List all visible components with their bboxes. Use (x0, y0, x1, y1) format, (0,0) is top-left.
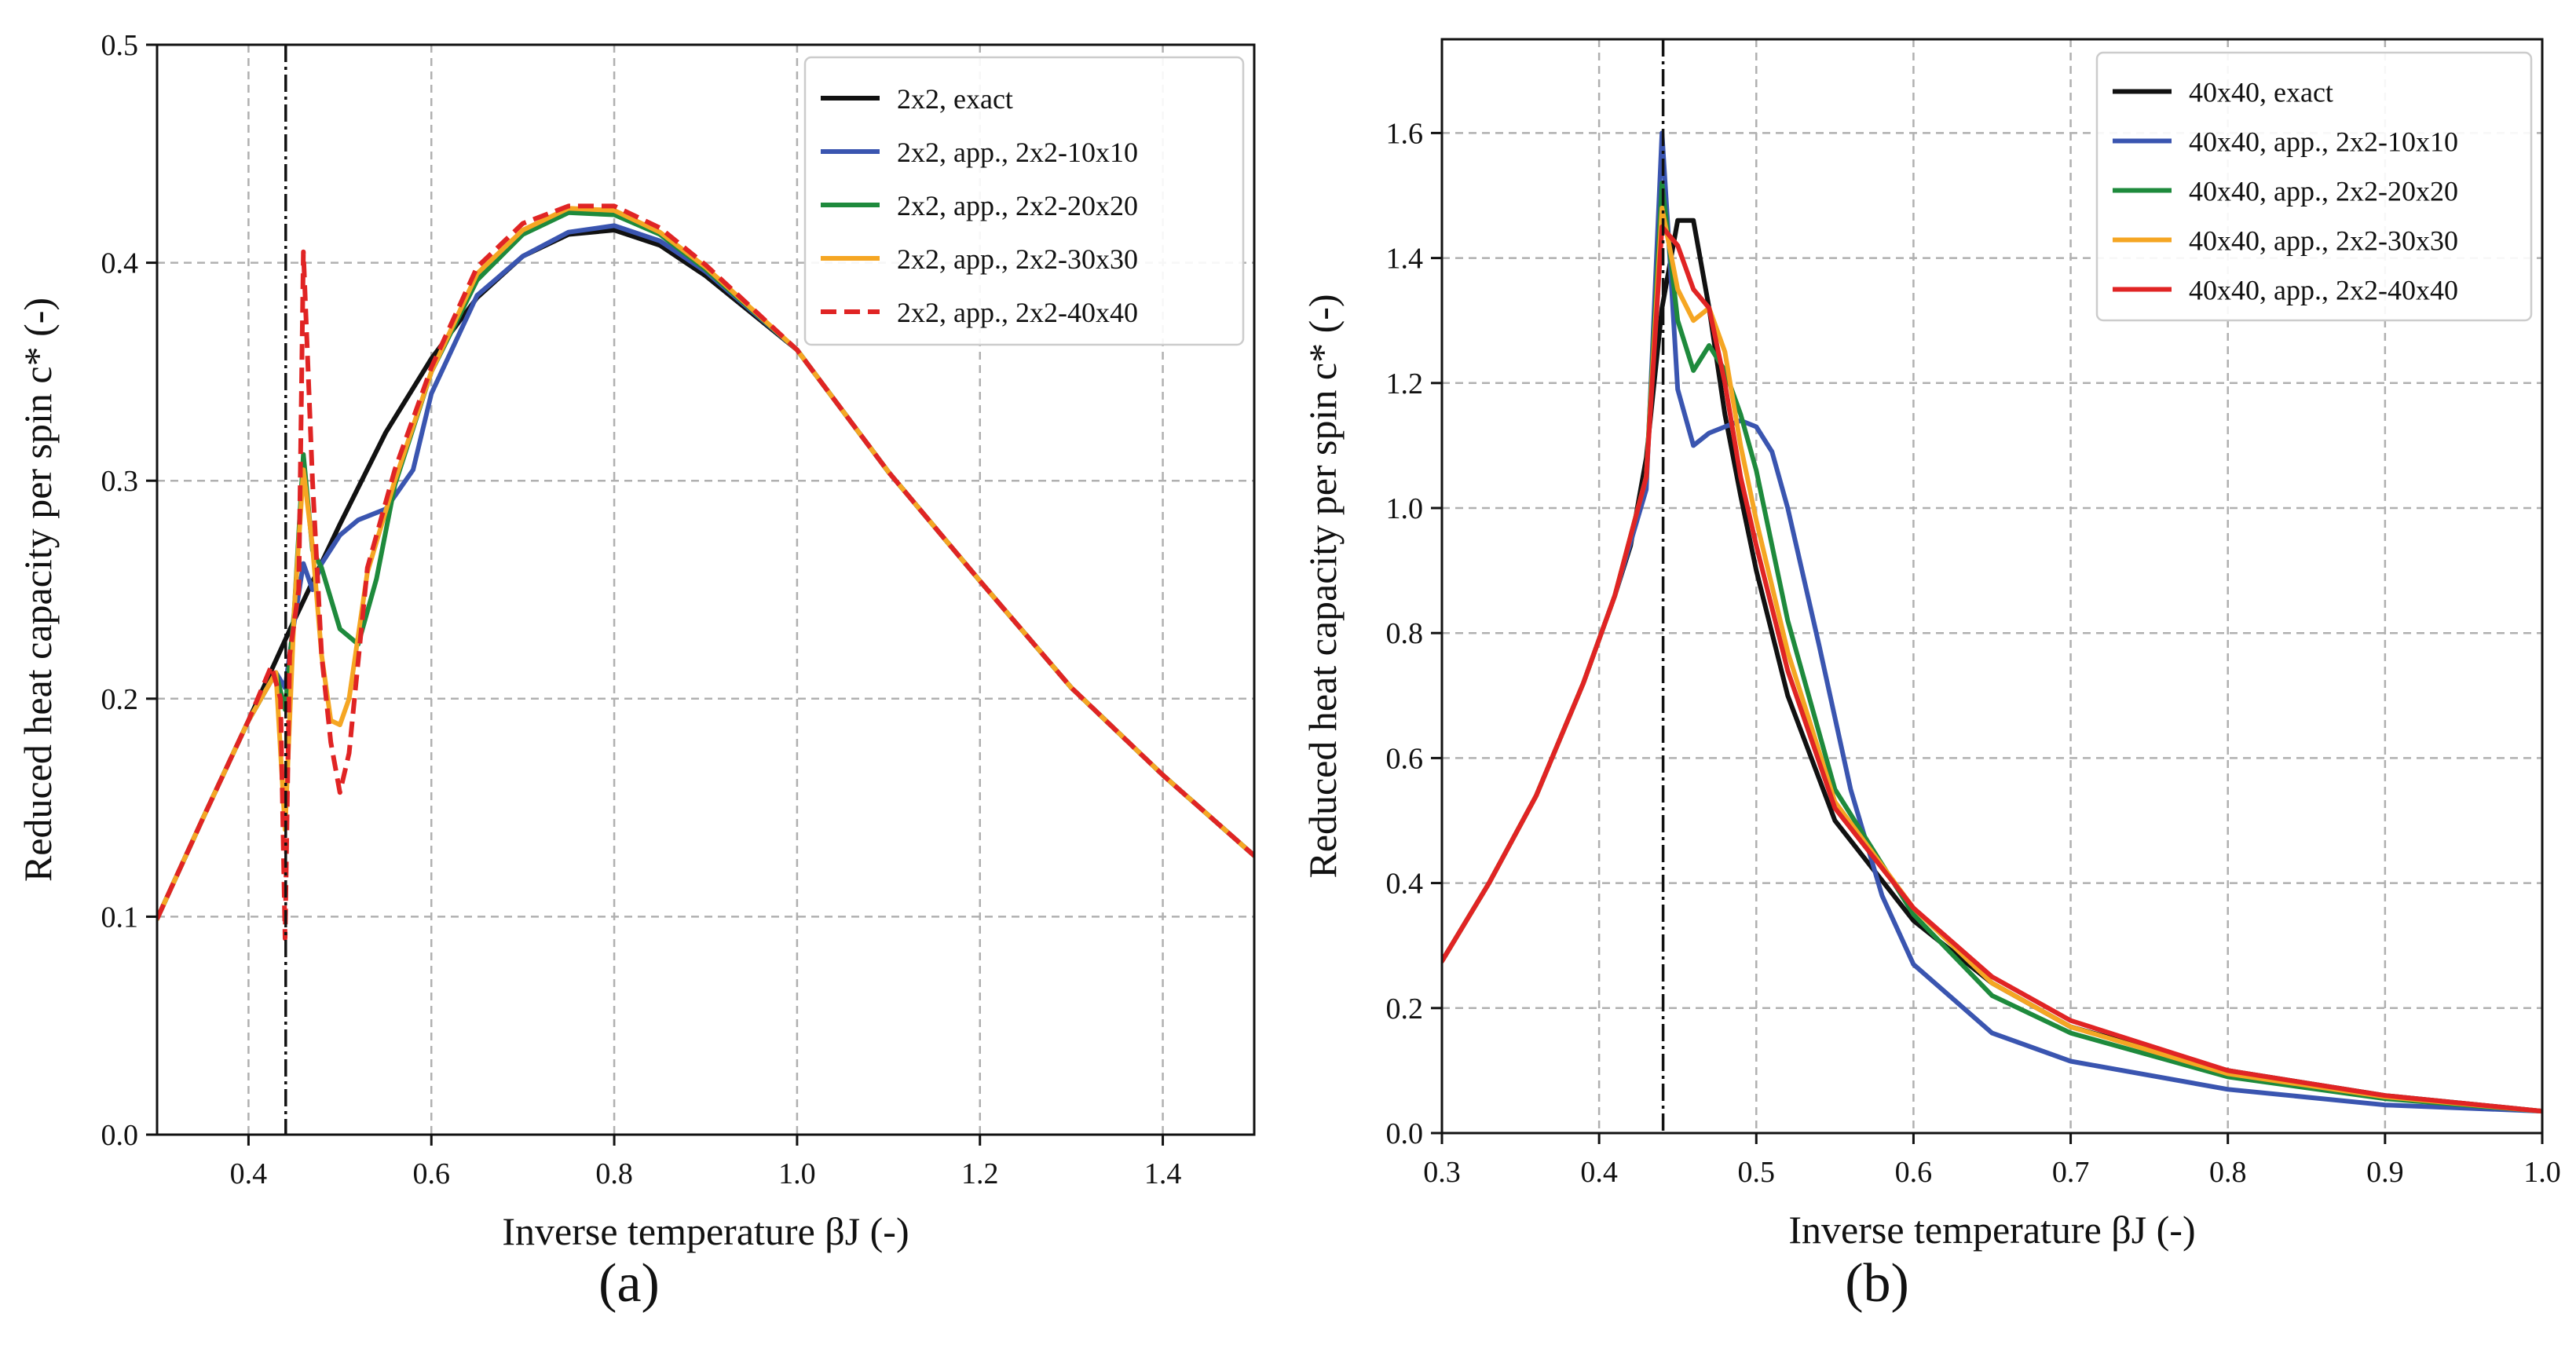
legend-entry-1: 2x2, exact (897, 83, 1013, 115)
x-tick-label: 1.0 (778, 1157, 816, 1190)
plot-frame (1440, 38, 2544, 1135)
x-axis-label: Inverse temperature βJ (-) (1788, 1208, 2195, 1252)
x-axis-label: Inverse temperature βJ (-) (502, 1209, 909, 1253)
legend-entry-2: 40x40, app., 2x2-10x10 (2189, 126, 2458, 158)
legend: 40x40, exact 40x40, app., 2x2-10x10 40x40,… (2095, 51, 2533, 322)
legend-entry-5: 40x40, app., 2x2-40x40 (2189, 275, 2458, 306)
legend-entry-4: 2x2, app., 2x2-30x30 (897, 243, 1138, 275)
legend-box (803, 56, 1245, 346)
y-tick-label: 0.4 (1386, 868, 1424, 901)
y-tick-label: 0.1 (101, 901, 139, 934)
y-tick-label: 0.4 (101, 247, 139, 280)
legend-box (2095, 51, 2533, 322)
panel-caption-a: (a) (598, 1253, 660, 1314)
x-tick-label: 0.6 (413, 1157, 451, 1190)
series-line-5 (157, 203, 1254, 941)
legend-entry-3: 2x2, app., 2x2-20x20 (897, 190, 1138, 221)
grid (1442, 39, 2542, 1133)
chart-panel-a: 0.4 0.6 0.8 1.0 1.2 1.4 0.0 0.1 0.2 0.3 0.4 0.5 Inve… (16, 29, 1256, 1253)
y-tick-label: 0.8 (1386, 617, 1424, 650)
y-tick-label: 0.5 (101, 29, 139, 62)
legend-entry-3: 40x40, app., 2x2-20x20 (2189, 176, 2458, 207)
y-tick-label: 1.0 (1386, 492, 1424, 525)
x-tick-label: 0.4 (230, 1157, 268, 1190)
x-tick-label: 0.4 (1580, 1156, 1618, 1189)
panel-caption-b: (b) (1845, 1253, 1909, 1314)
x-tick-label: 0.5 (1738, 1156, 1776, 1189)
y-axis-label: Reduced heat capacity per spin c* (-) (16, 298, 60, 882)
legend: 2x2, exact 2x2, app., 2x2-10x10 2x2, app.,… (803, 56, 1245, 346)
x-tick-label: 1.0 (2523, 1156, 2561, 1189)
plot-frame (156, 43, 1256, 1136)
y-tick-label: 0.0 (1386, 1117, 1424, 1150)
x-tick-label: 0.8 (2209, 1156, 2247, 1189)
y-tick-label: 0.2 (1386, 993, 1424, 1026)
y-tick-label: 0.2 (101, 683, 139, 716)
y-tick-label: 1.4 (1386, 243, 1424, 276)
chart-panel-b: 0.3 0.4 0.5 0.6 0.7 0.8 0.9 1.0 0.0 0.2 0.4 0.6 0.8 1… (1301, 38, 2561, 1252)
series-line-3 (1442, 181, 2542, 1114)
legend-entry-2: 2x2, app., 2x2-10x10 (897, 137, 1138, 168)
legend-entry-4: 40x40, app., 2x2-30x30 (2189, 225, 2458, 257)
x-tick-label: 0.9 (2366, 1156, 2404, 1189)
x-tick-label: 0.6 (1895, 1156, 1933, 1189)
series-line-5 (1442, 224, 2542, 1114)
y-tick-label: 0.3 (101, 465, 139, 498)
y-tick-label: 0.6 (1386, 742, 1424, 775)
x-tick-label: 0.7 (2052, 1156, 2090, 1189)
x-tick-label: 1.4 (1144, 1157, 1182, 1190)
legend-entry-1: 40x40, exact (2189, 77, 2333, 108)
x-tick-label: 0.3 (1423, 1156, 1461, 1189)
y-tick-label: 1.6 (1386, 117, 1424, 150)
x-tick-label: 0.8 (595, 1157, 633, 1190)
x-tick-label: 1.2 (961, 1157, 999, 1190)
series-group (1442, 130, 2542, 1114)
y-tick-label: 1.2 (1386, 367, 1424, 400)
y-tick-label: 0.0 (101, 1119, 139, 1152)
legend-entry-5: 2x2, app., 2x2-40x40 (897, 297, 1138, 328)
y-axis-label: Reduced heat capacity per spin c* (-) (1301, 294, 1345, 878)
